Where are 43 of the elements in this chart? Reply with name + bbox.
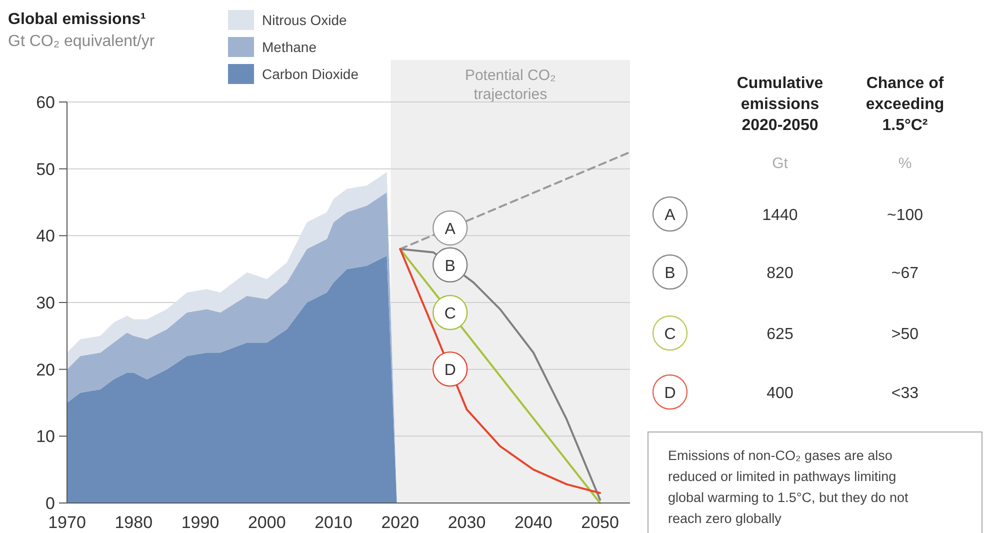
- y-tick-label: 30: [36, 294, 55, 312]
- x-tick-label: 2000: [248, 513, 286, 532]
- y-tick-label: 0: [46, 494, 55, 513]
- text: ~67: [891, 265, 919, 282]
- text: %: [898, 155, 912, 172]
- data-label: 1440: [762, 207, 798, 224]
- data-label: 625: [766, 326, 794, 343]
- text: Emissions of non-CO₂ gases are also reduced or limited in pathways limiting global warming to 1.5°C, but they do not reach zero globally: [668, 448, 909, 526]
- legend-label: Nitrous Oxide: [262, 12, 348, 28]
- category-label: A: [664, 207, 676, 224]
- text: Gt: [772, 155, 789, 172]
- category-label: C: [664, 326, 676, 343]
- text: Chance of exceeding 1.5°C²: [866, 75, 944, 134]
- y-tick-label: 40: [36, 226, 55, 246]
- band-label: Potential CO₂ trajectories: [464, 67, 556, 103]
- y-tick-label: 10: [36, 427, 55, 446]
- y-axis-title: Gt CO₂ equivalent/yr: [8, 33, 156, 50]
- category-label: B: [664, 265, 676, 282]
- series-label: C: [444, 306, 456, 323]
- y-tick-label: 60: [36, 93, 55, 112]
- legend-label: Methane: [262, 39, 317, 55]
- x-tick-label: 1990: [181, 513, 220, 532]
- x-tick-label: 2030: [448, 513, 486, 532]
- x-tick-label: 2010: [314, 513, 352, 532]
- x-tick-label: 1970: [48, 513, 86, 532]
- series-label: A: [444, 220, 456, 238]
- chart-title: Global emissions¹: [8, 11, 146, 28]
- x-tick-label: 2040: [514, 513, 552, 532]
- data-label: 820: [766, 265, 794, 282]
- text: <33: [891, 385, 919, 402]
- series-label: D: [444, 362, 456, 380]
- y-tick-label: 50: [36, 160, 55, 179]
- data-label: 400: [766, 385, 794, 402]
- y-tick-label: 20: [36, 360, 55, 380]
- category-label: D: [664, 385, 676, 402]
- x-tick-label: 2020: [381, 513, 420, 532]
- text: Cumulative emissions 2020-2050: [736, 75, 824, 134]
- legend-label: Carbon Dioxide: [262, 66, 359, 82]
- text: >50: [891, 326, 919, 343]
- x-tick-label: 1980: [114, 513, 153, 532]
- text: ~100: [886, 207, 924, 224]
- series-label: B: [444, 258, 456, 275]
- x-tick-label: 2050: [581, 513, 619, 532]
